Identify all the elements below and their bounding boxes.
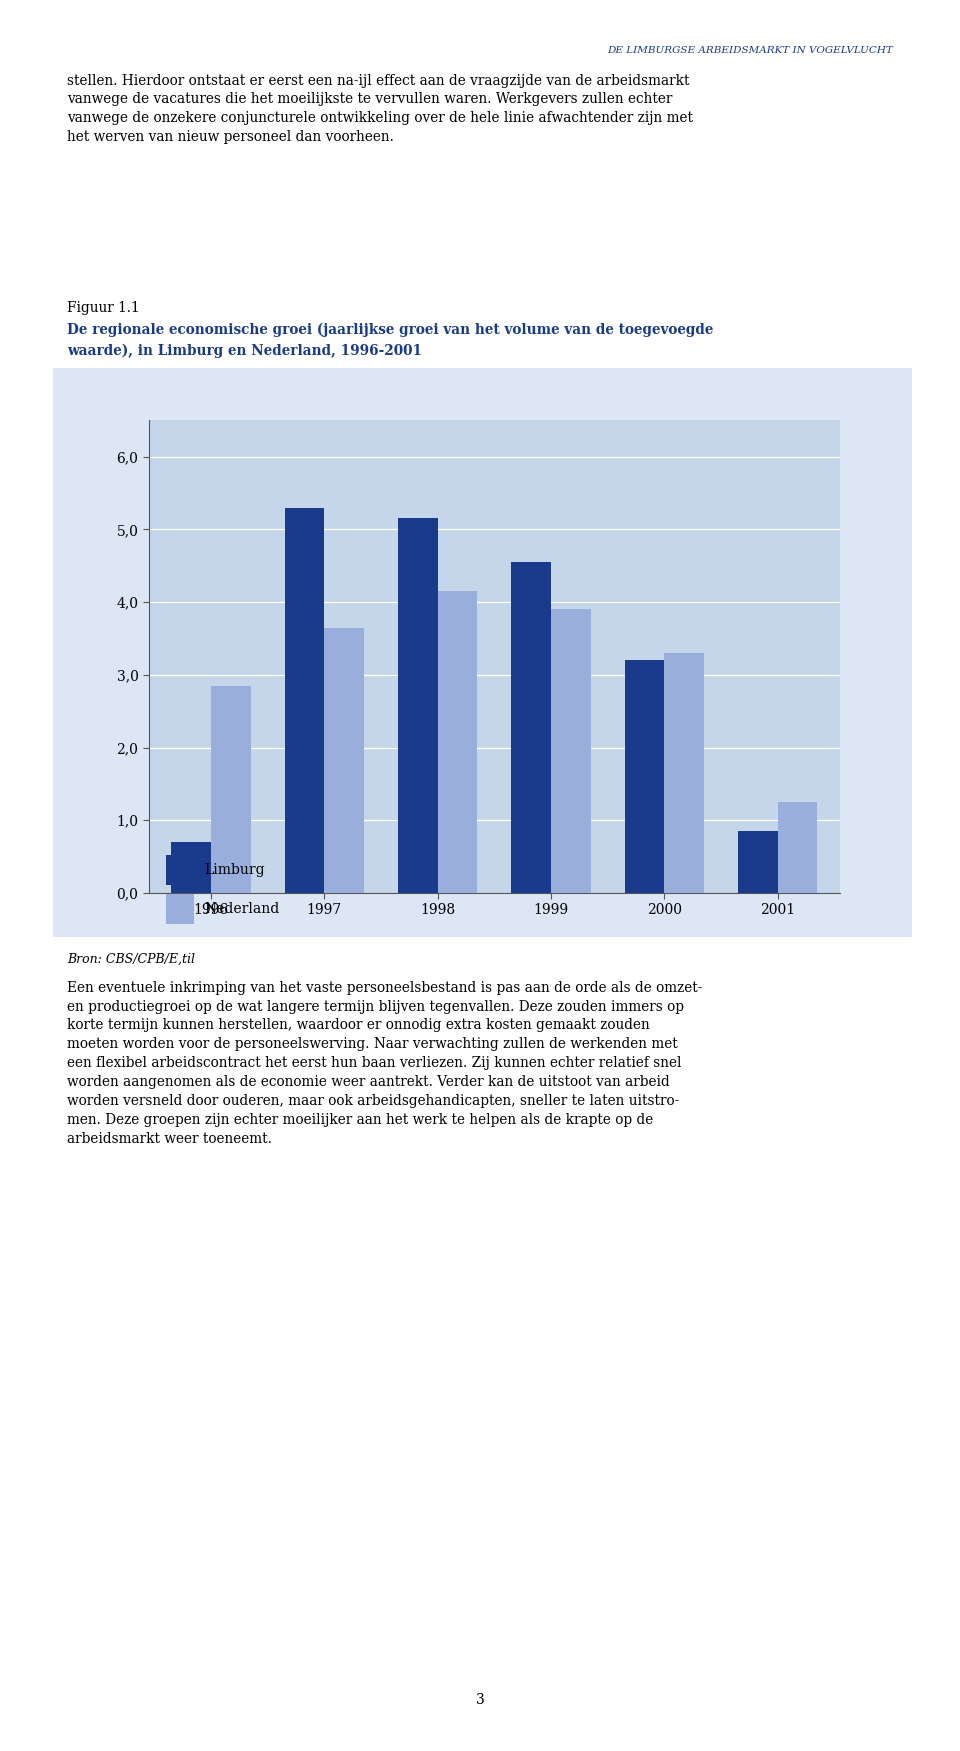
Text: Bron: CBS/CPB/E,til: Bron: CBS/CPB/E,til [67, 953, 195, 965]
Text: De regionale economische groei (jaarlijkse groei van het volume van de toegevoeg: De regionale economische groei (jaarlijk… [67, 322, 713, 336]
Text: stellen. Hierdoor ontstaat er eerst een na-ijl effect aan de vraagzijde van de a: stellen. Hierdoor ontstaat er eerst een … [67, 74, 693, 144]
Bar [172, 842, 211, 893]
Bar [324, 627, 364, 893]
Bar [211, 686, 251, 893]
Text: Een eventuele inkrimping van het vaste personeelsbestand is pas aan de orde als : Een eventuele inkrimping van het vaste p… [67, 981, 703, 1147]
Text: Nederland: Nederland [204, 902, 279, 916]
Bar [166, 854, 195, 884]
Text: DE LIMBURGSE ARBEIDSMARKT IN VOGELVLUCHT: DE LIMBURGSE ARBEIDSMARKT IN VOGELVLUCHT [607, 46, 893, 56]
Text: 3: 3 [475, 1693, 485, 1707]
Text: Figuur 1.1: Figuur 1.1 [67, 301, 140, 315]
Bar [664, 653, 704, 893]
Bar [551, 609, 590, 893]
Text: Limburg: Limburg [204, 863, 265, 877]
Bar [285, 508, 324, 893]
Bar [512, 562, 551, 893]
Bar [738, 832, 778, 893]
Text: waarde), in Limburg en Nederland, 1996-2001: waarde), in Limburg en Nederland, 1996-2… [67, 343, 422, 357]
Bar [398, 518, 438, 893]
Bar [778, 802, 817, 893]
Bar [438, 592, 477, 893]
Bar [166, 895, 195, 925]
Bar [625, 660, 664, 893]
